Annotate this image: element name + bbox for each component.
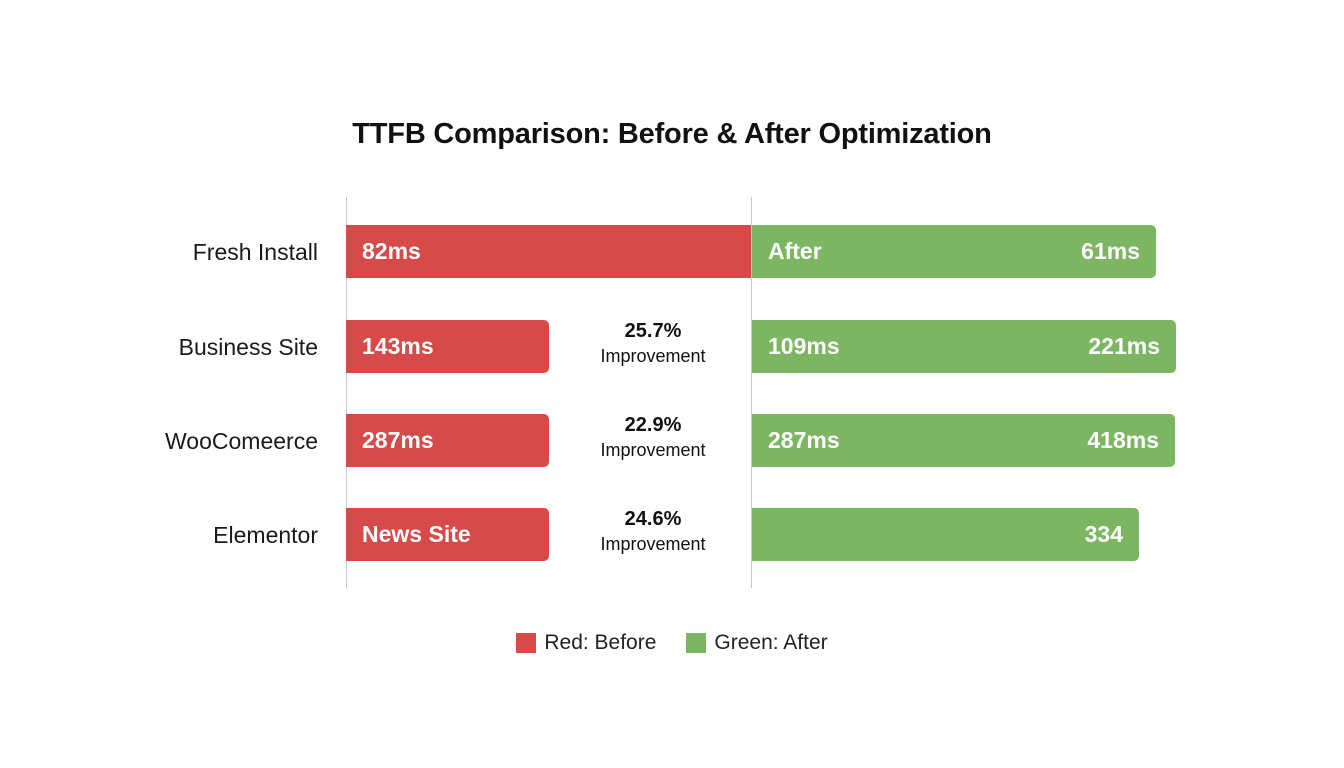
- after-bar: 287ms 418ms: [752, 414, 1175, 467]
- chart-title: TTFB Comparison: Before & After Optimiza…: [352, 118, 992, 150]
- after-axis-line: [751, 197, 752, 588]
- after-bar-label-right: 61ms: [1081, 238, 1140, 264]
- before-bar-label: 287ms: [362, 427, 434, 453]
- category-label: Business Site: [178, 334, 318, 360]
- chart-row: WooComeerce 287ms 22.9% Improvement 287m…: [0, 414, 1344, 468]
- improvement-annotation: 24.6% Improvement: [563, 506, 743, 556]
- before-bar-label: News Site: [362, 521, 471, 547]
- legend-swatch-after: [686, 633, 707, 653]
- legend-label-before: Red: Before: [544, 631, 657, 654]
- after-bar-label-right: 418ms: [1087, 427, 1159, 453]
- improvement-word: Improvement: [600, 346, 706, 366]
- legend-item-after: Green: After: [686, 631, 828, 655]
- after-bar-label-left: 287ms: [768, 427, 840, 453]
- legend-swatch-before: [516, 633, 537, 653]
- improvement-percent: 22.9%: [624, 414, 682, 436]
- category-label: Fresh Install: [192, 239, 318, 265]
- improvement-percent: 24.6%: [624, 508, 682, 530]
- chart-row: Business Site 143ms 25.7% Improvement 10…: [0, 320, 1344, 374]
- chart-row: Elementor News Site 24.6% Improvement 33…: [0, 508, 1344, 562]
- legend-label-after: Green: After: [714, 631, 828, 654]
- improvement-annotation: 25.7% Improvement: [563, 318, 743, 368]
- legend-item-before: Red: Before: [516, 631, 656, 655]
- after-bar: After 61ms: [752, 225, 1156, 278]
- after-bar-label-right: 221ms: [1088, 333, 1160, 359]
- chart-legend: Red: Before Green: After: [0, 629, 1344, 657]
- after-bar: 334: [752, 508, 1139, 561]
- before-bar-label: 143ms: [362, 333, 434, 359]
- improvement-annotation: 22.9% Improvement: [563, 412, 743, 462]
- before-bar: 287ms: [346, 414, 549, 467]
- after-bar-label-left: After: [768, 238, 822, 264]
- improvement-percent: 25.7%: [624, 320, 682, 342]
- before-bar-label: 82ms: [362, 238, 421, 264]
- category-label: WooComeerce: [165, 428, 318, 454]
- before-axis-line: [346, 197, 347, 588]
- improvement-word: Improvement: [600, 440, 706, 460]
- chart-row: Fresh Install 82ms After 61ms: [0, 225, 1344, 279]
- category-label: Elementor: [213, 522, 318, 548]
- before-bar: News Site: [346, 508, 549, 561]
- improvement-word: Improvement: [600, 534, 706, 554]
- after-bar-label-right: 334: [1084, 521, 1123, 547]
- before-bar: 82ms: [346, 225, 751, 278]
- after-bar: 109ms 221ms: [752, 320, 1176, 373]
- after-bar-label-left: 109ms: [768, 333, 840, 359]
- before-bar: 143ms: [346, 320, 549, 373]
